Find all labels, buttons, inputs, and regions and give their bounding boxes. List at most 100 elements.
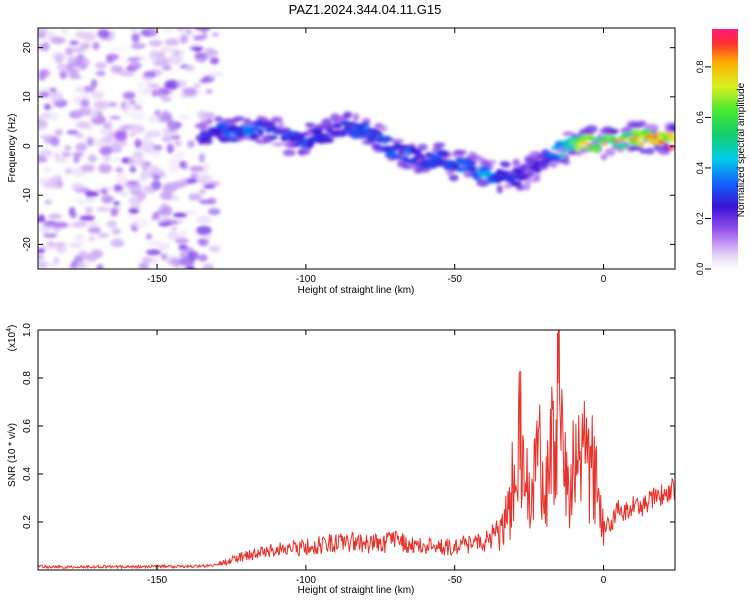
y-tick-label: 10	[22, 91, 33, 103]
noise-blob	[202, 112, 216, 119]
colorbar-gradient	[712, 29, 738, 269]
ridge-core	[227, 137, 239, 143]
noise-blob	[178, 114, 190, 120]
noise-blob	[40, 242, 57, 251]
ridge-halo	[213, 116, 223, 122]
noise-blob	[175, 80, 187, 88]
noise-blob	[134, 96, 144, 106]
noise-blob	[85, 191, 99, 198]
snr-series-line	[38, 330, 675, 570]
noise-blob	[138, 262, 150, 269]
noise-blob	[190, 252, 199, 258]
spectrogram-x-label: Height of straight line (km)	[298, 285, 415, 296]
ridge-peak	[645, 134, 652, 138]
noise-blob	[75, 121, 89, 129]
noise-blob	[208, 71, 224, 78]
noise-blob	[157, 242, 170, 251]
noise-blob	[38, 72, 46, 81]
noise-blob	[94, 139, 106, 148]
x-tick-label: -50	[448, 575, 463, 586]
noise-blob	[115, 174, 128, 185]
ridge-halo	[326, 122, 336, 130]
ridge-core	[341, 130, 348, 135]
noise-blob	[164, 79, 180, 90]
noise-blob	[39, 91, 50, 98]
noise-blob	[189, 46, 204, 51]
ridge-core	[223, 133, 233, 139]
ridge-core	[293, 131, 300, 136]
noise-blob	[110, 64, 123, 74]
noise-blob	[176, 28, 185, 32]
noise-blob	[89, 196, 96, 204]
snr-y-label: SNR (10 * v/v)	[7, 423, 18, 487]
noise-blob	[97, 29, 110, 38]
ridge-core	[456, 166, 468, 173]
ridge-core	[320, 133, 329, 138]
noise-blob	[110, 238, 125, 248]
ridge-core	[269, 135, 279, 140]
ridge-halo	[644, 147, 655, 155]
noise-blob	[140, 171, 147, 180]
noise-blob	[143, 88, 154, 94]
spectrogram-frame	[37, 27, 676, 270]
ridge-halo	[605, 148, 616, 157]
noise-blob	[110, 208, 119, 217]
noise-blob	[181, 161, 188, 171]
noise-blob	[126, 57, 141, 62]
noise-blob	[198, 199, 211, 205]
noise-blob	[108, 101, 118, 108]
noise-blob	[100, 194, 114, 204]
noise-blob	[44, 199, 52, 205]
noise-blob	[56, 63, 68, 72]
noise-blob	[143, 165, 160, 170]
noise-blob	[93, 100, 110, 110]
noise-blob	[134, 138, 142, 149]
noise-blob	[111, 228, 122, 235]
snr-multiplier-exponent: 4	[6, 328, 13, 332]
ridge-halo	[453, 149, 467, 155]
noise-blob	[128, 62, 142, 70]
noise-blob	[187, 140, 195, 149]
ridge-halo	[585, 125, 598, 133]
ridge-core	[399, 144, 410, 151]
noise-blob	[123, 100, 133, 111]
noise-blob	[184, 64, 195, 72]
ridge-core	[252, 126, 260, 132]
noise-blob	[166, 118, 175, 129]
noise-blob	[143, 71, 157, 78]
ridge-halo	[448, 174, 459, 182]
noise-blob	[148, 50, 160, 60]
noise-blob	[128, 207, 140, 214]
noise-blob	[85, 206, 94, 215]
ridge-halo	[562, 131, 575, 137]
y-tick-label: 0.4	[22, 467, 33, 481]
noise-blob	[173, 260, 181, 268]
noise-blob	[72, 65, 82, 71]
noise-blob	[89, 109, 98, 119]
ridge-core	[360, 122, 371, 127]
snr-multiplier-close: )	[7, 325, 18, 328]
noise-blob	[162, 219, 178, 226]
noise-blob	[74, 234, 85, 242]
ridge-halo	[486, 160, 497, 165]
ridge-core	[510, 181, 522, 187]
noise-blob	[161, 110, 169, 116]
noise-blob	[148, 114, 159, 124]
noise-blob	[198, 152, 206, 163]
noise-blob	[83, 85, 95, 93]
ridge-halo	[321, 118, 332, 125]
y-tick-label: 0.6	[22, 419, 33, 433]
noise-blob	[38, 154, 45, 160]
noise-blob	[115, 167, 124, 173]
colorbar: 0.0 0.2 0.4 0.6 0.8 Normalized spectral ampl…	[695, 29, 747, 275]
y-tick-label: 0.8	[22, 371, 33, 385]
ridge-core	[217, 122, 229, 128]
noise-blobs	[38, 28, 224, 269]
noise-blob	[55, 175, 62, 181]
ridge-core	[558, 152, 566, 159]
ridge-halo	[550, 162, 558, 168]
noise-blob	[161, 134, 172, 143]
ridge-halo	[600, 153, 608, 161]
ridge-halo	[233, 116, 245, 122]
